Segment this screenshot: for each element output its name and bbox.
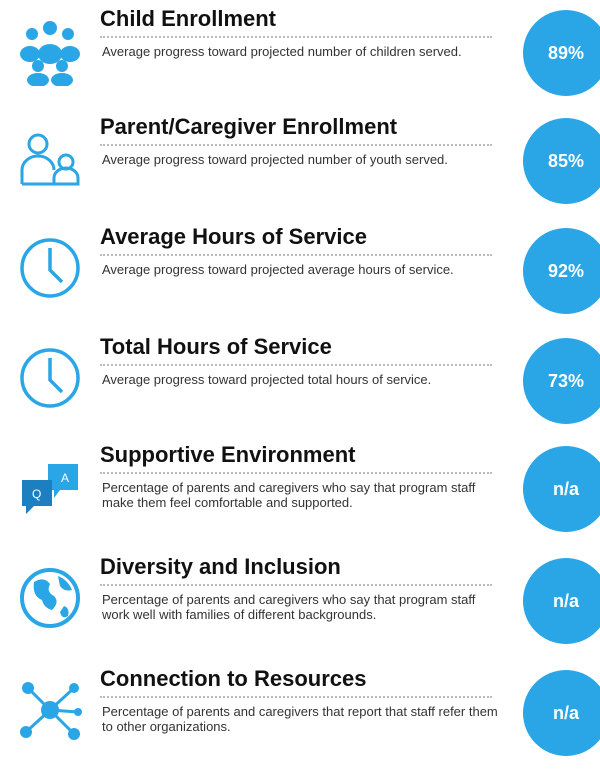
icon-shape [20, 238, 80, 298]
dotted-rule [100, 254, 492, 256]
icon-shape [22, 682, 34, 694]
item-icon [20, 238, 80, 298]
icon-shape [20, 348, 80, 408]
icon-shape [51, 73, 73, 86]
icon-shape: A [61, 471, 69, 485]
icon-shape [48, 358, 64, 394]
value-badge: 89% [523, 10, 600, 96]
icon-shape [68, 728, 80, 740]
item-description: Average progress toward projected total … [102, 372, 432, 387]
icon-shape [20, 348, 80, 408]
icon-shape [60, 46, 80, 62]
value-badge: n/a [523, 558, 600, 644]
item-row: Child Enrollment Average progress toward … [0, 4, 600, 112]
icon-shape [69, 683, 79, 693]
icon-shape: Q [32, 487, 41, 501]
item-description: Average progress toward projected number… [102, 44, 462, 59]
icon-shape [33, 576, 72, 618]
item-title: Total Hours of Service [100, 334, 332, 359]
dotted-rule [100, 472, 492, 474]
value-badge: n/a [523, 670, 600, 756]
item-title: Diversity and Inclusion [100, 554, 341, 579]
item-title: Connection to Resources [100, 666, 367, 691]
icon-shape [20, 46, 40, 62]
icon-shape [20, 133, 80, 186]
dotted-rule [100, 364, 492, 366]
item-icon [20, 21, 80, 86]
icon-shape [27, 133, 49, 155]
icon-shape [20, 238, 80, 298]
icon-shape [48, 248, 64, 284]
icon-shape [32, 60, 44, 72]
icon-shape [41, 701, 59, 719]
icon-shape [43, 21, 57, 35]
value-badge: n/a [523, 446, 600, 532]
item-icon: AQ [22, 464, 78, 514]
item-description: Percentage of parents and caregivers who… [102, 480, 476, 510]
item-row: Average Hours of Service Average progress… [0, 222, 600, 330]
icon-shape [27, 73, 49, 86]
item-title: Parent/Caregiver Enrollment [100, 114, 398, 139]
dotted-rule [100, 36, 492, 38]
icon-shape [48, 464, 78, 498]
value-badge: 73% [523, 338, 600, 424]
item-description: Average progress toward projected number… [102, 152, 448, 167]
icon-shape [62, 28, 74, 40]
item-row: Connection to Resources Percentage of par… [0, 664, 600, 772]
item-row: Parent/Caregiver Enrollment Average progr… [0, 112, 600, 220]
item-icon [20, 682, 82, 740]
icon-shape [52, 166, 80, 186]
icon-shape [74, 708, 82, 716]
value-badge: 85% [523, 118, 600, 204]
icon-shape [20, 568, 80, 628]
dotted-rule [100, 696, 492, 698]
item-description: Percentage of parents and caregivers who… [102, 592, 476, 622]
item-title: Supportive Environment [100, 442, 356, 467]
item-icon [20, 568, 80, 628]
value-badge: 92% [523, 228, 600, 314]
dotted-rule [100, 584, 492, 586]
icon-shape [20, 154, 56, 184]
item-row: Diversity and Inclusion Percentage of par… [0, 552, 600, 660]
icon-shape [26, 28, 38, 40]
item-icon [20, 348, 80, 408]
item-description: Average progress toward projected averag… [102, 262, 454, 277]
item-row: Total Hours of Service Average progress t… [0, 332, 600, 440]
item-description: Percentage of parents and caregivers tha… [102, 704, 498, 734]
infographic: Child Enrollment Average progress toward … [0, 4, 600, 756]
item-icon [20, 133, 80, 186]
icon-shape [20, 726, 32, 738]
item-title: Average Hours of Service [100, 224, 367, 249]
item-row: A Q Supportive Environment Percentage of pa… [0, 440, 600, 548]
item-title: Child Enrollment [100, 6, 276, 31]
dotted-rule [100, 144, 492, 146]
icon-shape [38, 44, 62, 64]
icon-shape [22, 480, 52, 514]
icon-shape [56, 60, 68, 72]
